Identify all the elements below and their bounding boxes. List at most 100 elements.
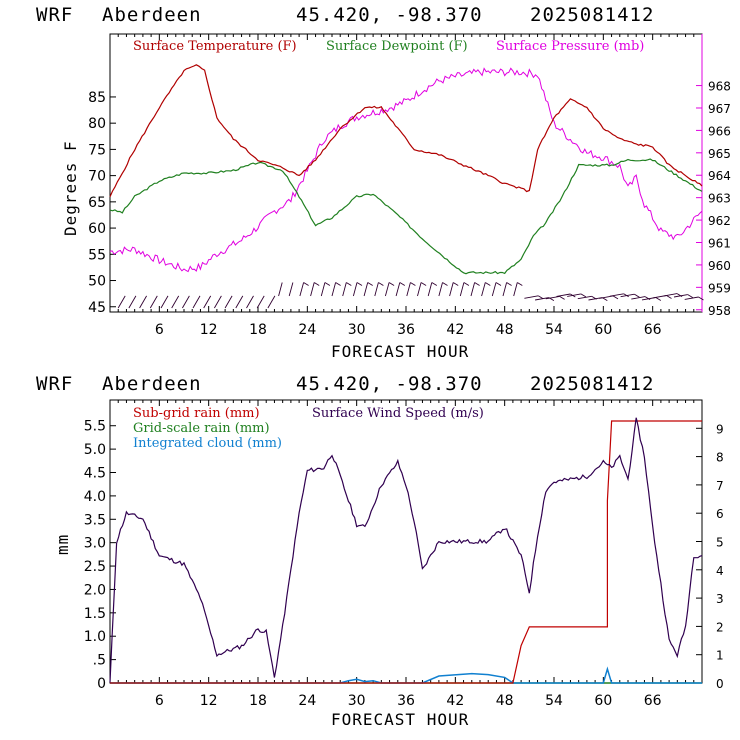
- legend-grid-rain: Grid-scale rain (mm): [133, 421, 270, 436]
- wind-barb-flag: [463, 282, 470, 286]
- series-cloud: [110, 666, 702, 684]
- wind-barb: [535, 297, 549, 301]
- bottom-xtick-label: 36: [397, 693, 415, 709]
- bottom-y2tick-label: 8: [716, 451, 724, 465]
- top-ytick-label: 60: [88, 221, 106, 237]
- bottom-xtick-label: 12: [200, 693, 218, 709]
- wind-barb: [352, 282, 358, 297]
- wind-barb-flag: [506, 282, 512, 286]
- wind-barb: [331, 282, 337, 297]
- wind-barb: [278, 282, 283, 297]
- wind-barb: [288, 282, 294, 297]
- wind-barb-flag: [517, 282, 523, 286]
- wind-barb-flag: [698, 296, 704, 301]
- top-run: 2025081412: [530, 4, 654, 26]
- wind-barb: [224, 295, 233, 309]
- top-ytick-label: 85: [88, 90, 106, 106]
- bottom-ytick-label: 1.5: [84, 606, 106, 622]
- bottom-y2tick-label: 2: [716, 620, 724, 634]
- bottom-xtick-label: 66: [644, 693, 662, 709]
- bottom-xtick-label: 60: [594, 693, 612, 709]
- top-ytick-label: 75: [88, 142, 106, 158]
- bottom-xtick-label: 42: [446, 693, 464, 709]
- top-xlabel: FORECAST HOUR: [331, 342, 469, 361]
- bottom-xtick-label: 30: [348, 693, 366, 709]
- wind-barb-flag: [303, 282, 309, 286]
- top-y2tick-label: 963: [708, 192, 731, 206]
- bottom-y2tick-label: 5: [716, 536, 724, 550]
- wind-barb: [267, 295, 276, 309]
- wind-barb: [160, 295, 169, 309]
- wind-barb: [310, 282, 315, 297]
- wind-barb-flag: [666, 295, 672, 299]
- wind-barb: [620, 293, 635, 298]
- wind-barb: [214, 295, 222, 309]
- wind-barb-flag: [559, 296, 565, 300]
- wind-barb-flag: [313, 282, 320, 286]
- legend-cloud: Integrated cloud (mm): [133, 436, 282, 451]
- top-xtick-label: 24: [298, 322, 316, 338]
- top-y2tick-label: 961: [708, 237, 731, 251]
- bottom-ylabel: mm: [53, 534, 72, 555]
- bottom-ytick-label: 3.0: [84, 536, 106, 552]
- bottom-xtick-label: 24: [298, 693, 316, 709]
- wind-barb: [502, 282, 508, 297]
- series-wind-speed: [109, 417, 703, 683]
- wind-barb-flag: [431, 282, 438, 286]
- wind-barb: [406, 282, 411, 297]
- bottom-xtick-label: 48: [496, 693, 514, 709]
- wind-barb-flag: [420, 282, 427, 286]
- top-xtick-label: 66: [644, 322, 662, 338]
- bottom-y2tick-label: 0: [716, 677, 724, 691]
- wind-barb: [203, 295, 212, 309]
- wind-barb: [449, 282, 454, 297]
- top-y2tick-label: 964: [708, 169, 731, 183]
- bottom-ytick-label: .5: [93, 653, 106, 669]
- wind-barb: [684, 296, 699, 300]
- wind-barb: [235, 295, 244, 309]
- wind-barb: [374, 282, 379, 297]
- wind-barb: [470, 282, 476, 297]
- wind-barb: [363, 282, 369, 297]
- wind-barb-flag: [474, 282, 480, 286]
- top-y2tick-label: 966: [708, 124, 731, 138]
- bottom-y2tick-label: 4: [716, 564, 724, 578]
- wind-barb: [481, 282, 486, 297]
- top-xtick-label: 54: [545, 322, 563, 338]
- wind-barb: [524, 295, 539, 299]
- legend-wind-speed: Surface Wind Speed (m/s): [312, 406, 484, 421]
- bottom-xtick-label: 54: [545, 693, 563, 709]
- top-station: Aberdeen: [102, 4, 202, 26]
- top-xtick-label: 42: [446, 322, 464, 338]
- top-ytick-label: 65: [88, 195, 106, 211]
- top-y2tick-label: 962: [708, 214, 731, 228]
- wind-barb-flag: [452, 282, 459, 286]
- top-y2tick-label: 958: [708, 304, 731, 318]
- bottom-ytick-label: 3.5: [84, 512, 106, 528]
- wind-barb: [609, 293, 624, 297]
- legend-subgrid-rain: Sub-grid rain (mm): [133, 406, 260, 421]
- top-ytick-label: 70: [88, 169, 106, 185]
- wind-barb: [149, 295, 158, 309]
- wind-barb-flag: [356, 282, 363, 286]
- bottom-ytick-label: 4.0: [84, 489, 106, 505]
- top-xtick-label: 18: [249, 322, 267, 338]
- wind-barb-flag: [495, 282, 502, 286]
- legend-temperature: Surface Temperature (F): [133, 39, 297, 54]
- wind-barb: [417, 282, 422, 297]
- wind-barb-flag: [367, 282, 373, 286]
- wind-barb: [663, 293, 678, 297]
- wind-barb-flag: [324, 282, 331, 286]
- bottom-y2tick-label: 9: [716, 422, 724, 436]
- bottom-y2tick-label: 7: [716, 479, 724, 493]
- wind-barb-flag: [388, 282, 395, 286]
- top-xtick-label: 6: [155, 322, 164, 338]
- wind-barb: [567, 293, 581, 297]
- wind-barbs: [117, 282, 704, 309]
- wind-barb-flag: [612, 295, 619, 300]
- wind-barb-flag: [442, 282, 448, 286]
- top-ytick-label: 80: [88, 116, 106, 132]
- bottom-ytick-label: 0: [97, 676, 106, 692]
- wind-barb: [673, 294, 688, 298]
